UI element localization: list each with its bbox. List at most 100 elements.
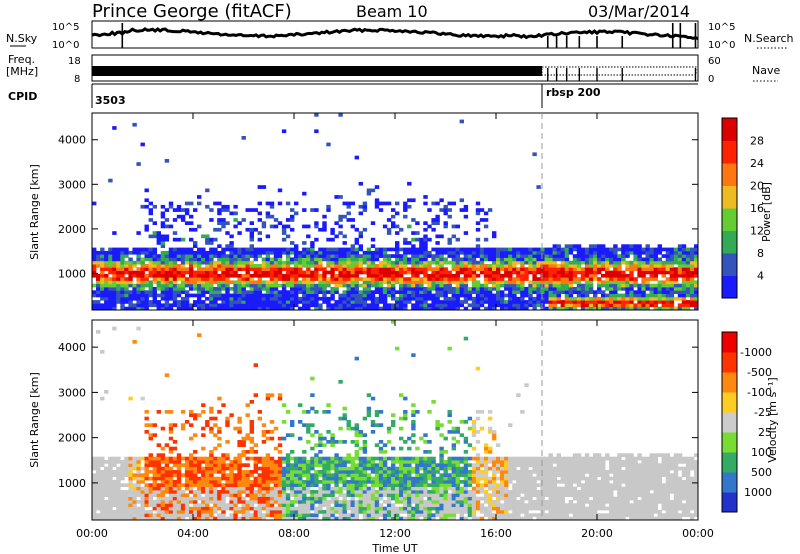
heatmap-cell [463, 306, 469, 311]
heatmap-cell [184, 503, 190, 507]
heatmap-cell [415, 296, 420, 301]
heatmap-cell [261, 283, 267, 288]
heatmap-cell [338, 306, 343, 311]
heatmap-cell [229, 500, 234, 504]
heatmap-cell [306, 247, 311, 252]
heatmap-cell [516, 267, 521, 271]
heatmap-cell [459, 510, 464, 514]
heatmap-cell [451, 490, 456, 494]
heatmap-cell [104, 506, 109, 511]
heatmap-cell [382, 260, 388, 265]
heatmap-cell [338, 506, 343, 511]
heatmap-cell [314, 476, 319, 481]
heatmap-cell [475, 221, 481, 225]
heatmap-cell [471, 247, 477, 252]
heatmap-cell [536, 250, 541, 255]
heatmap-cell [548, 260, 553, 265]
heatmap-cell [633, 296, 638, 301]
heatmap-cell [366, 267, 372, 271]
heatmap-cell [176, 470, 182, 474]
heatmap-cell [391, 483, 396, 487]
heatmap-cell [617, 287, 622, 291]
heatmap-cell [140, 500, 145, 504]
heatmap-cell [378, 250, 384, 255]
heatmap-cell [423, 483, 428, 487]
heatmap-cell [415, 303, 420, 308]
heatmap-cell [479, 254, 485, 258]
heatmap-cell [201, 277, 206, 281]
heatmap-cell [197, 250, 202, 255]
heatmap-cell [245, 300, 250, 304]
heatmap-cell [281, 224, 287, 229]
heatmap-cell [108, 510, 113, 514]
heatmap-cell [411, 466, 416, 471]
heatmap-cell [415, 510, 420, 514]
heatmap-cell [669, 254, 675, 258]
heatmap-cell [233, 513, 238, 517]
heatmap-cell [657, 260, 662, 265]
heatmap-cell [245, 483, 250, 487]
heatmap-cell [298, 463, 303, 467]
heatmap-cell [358, 473, 363, 477]
heatmap-cell [269, 420, 275, 424]
heatmap-cell [152, 231, 157, 235]
heatmap-cell [621, 270, 626, 275]
heatmap-cell [475, 264, 481, 268]
heatmap-cell [475, 254, 481, 258]
heatmap-cell [225, 260, 230, 265]
heatmap-cell [205, 503, 210, 507]
heatmap-cell [334, 466, 339, 471]
heatmap-cell [152, 267, 157, 271]
heatmap-cell [645, 283, 650, 288]
heatmap-cell [471, 470, 477, 474]
colorbar-swatch [722, 185, 737, 209]
heatmap-cell [176, 306, 182, 311]
heatmap-cell [257, 296, 262, 301]
heatmap-cell [172, 490, 178, 494]
heatmap-cell [370, 250, 376, 255]
heatmap-cell [653, 260, 658, 265]
heatmap-cell [378, 506, 384, 511]
heatmap-cell [156, 237, 161, 242]
heatmap-cell [310, 456, 315, 461]
heatmap-cell [241, 283, 246, 288]
heatmap-cell [427, 293, 432, 298]
heatmap-cell [382, 483, 388, 487]
heatmap-cell [160, 257, 166, 262]
heatmap-cell [148, 234, 153, 239]
heatmap-cell [184, 420, 190, 424]
heatmap-cell [677, 296, 683, 301]
heatmap-cell [217, 283, 222, 288]
heatmap-cell [467, 490, 473, 494]
heatmap-cell [184, 211, 190, 216]
heatmap-cell [677, 264, 683, 268]
heatmap-cell [217, 277, 222, 281]
heatmap-cell [209, 486, 214, 491]
heatmap-cell [310, 500, 315, 504]
heatmap-cell [249, 480, 254, 484]
heatmap-cell [298, 480, 303, 484]
heatmap-cell [354, 456, 359, 461]
heatmap-cell [354, 470, 359, 474]
heatmap-cell [338, 224, 343, 229]
heatmap-cell [298, 486, 303, 491]
heatmap-cell [314, 470, 319, 474]
heatmap-cell [140, 267, 145, 271]
heatmap-cell [370, 470, 376, 474]
heatmap-cell [221, 493, 226, 497]
heatmap-cell [419, 456, 424, 461]
heatmap-cell [576, 283, 582, 288]
heatmap-cell [504, 257, 509, 262]
heatmap-cell [217, 493, 222, 497]
heatmap-cell [112, 264, 117, 268]
heatmap-cell [112, 270, 117, 275]
heatmap-cell [168, 470, 174, 474]
heatmap-cell [431, 218, 436, 222]
colorbar-tick-label: 12 [750, 225, 764, 238]
heatmap-cell [346, 506, 351, 511]
heatmap-cell [524, 273, 529, 278]
heatmap-cell [350, 516, 355, 521]
heatmap-cell [152, 260, 157, 265]
heatmap-cell [104, 250, 109, 255]
heatmap-cell [221, 267, 226, 271]
